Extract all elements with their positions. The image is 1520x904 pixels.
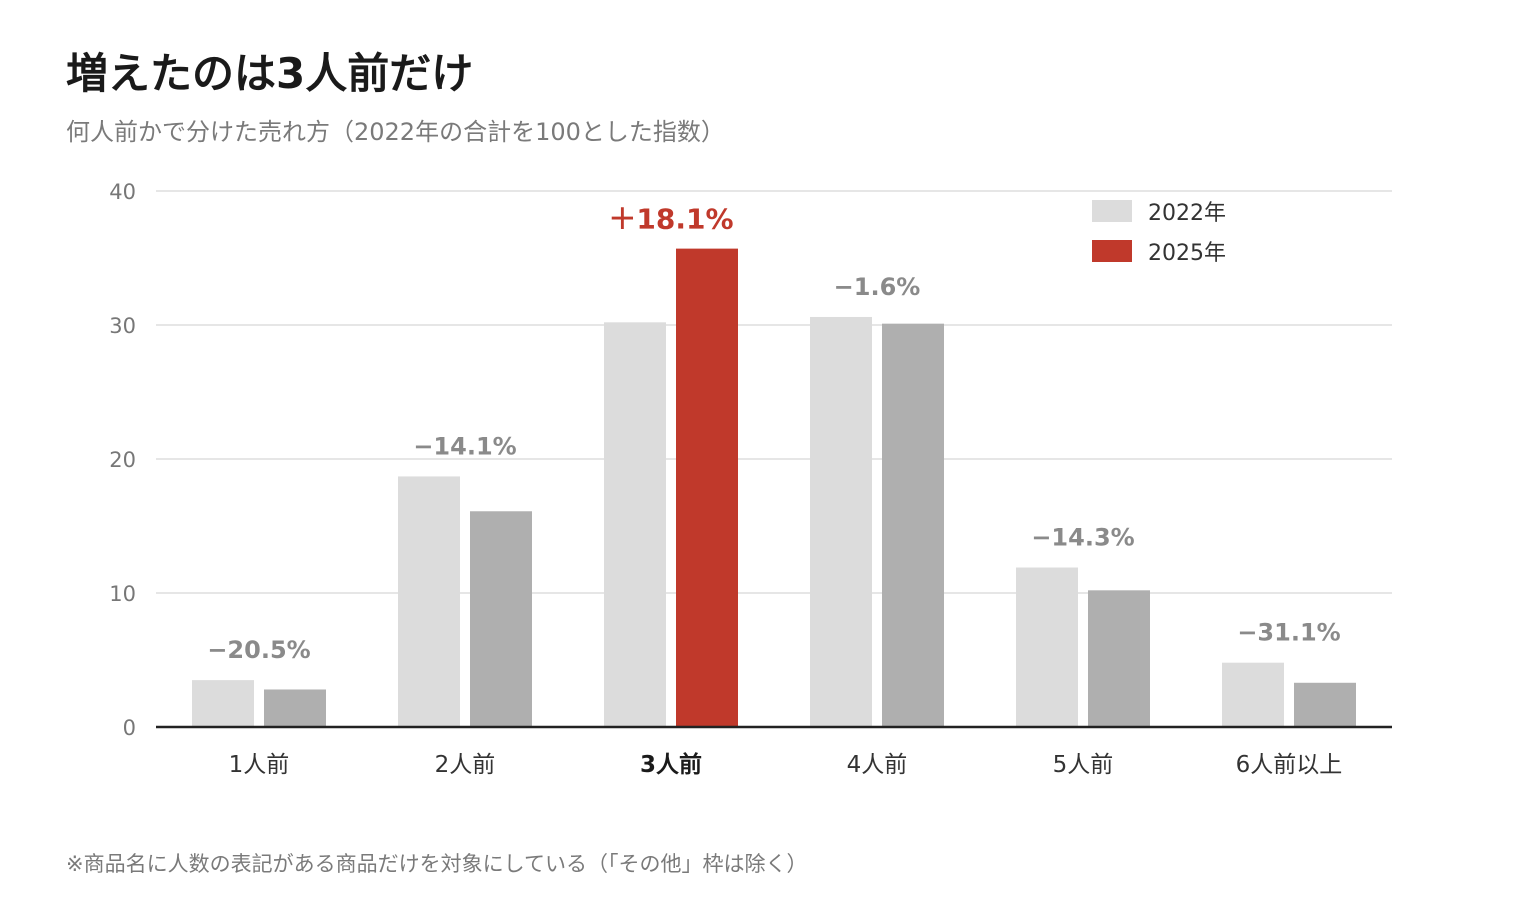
x-category-label: 6人前以上 — [1236, 752, 1343, 778]
chart-title: 増えたのは3人前だけ — [66, 49, 474, 98]
bar-2025 — [264, 689, 326, 727]
bar-2022 — [1222, 662, 1284, 727]
y-tick-label: 40 — [109, 180, 136, 204]
legend-label: 2022年 — [1148, 201, 1226, 226]
footnote: ※商品名に人数の表記がある商品だけを対象にしている（「その他」枠は除く） — [66, 852, 808, 876]
bar-2022 — [1016, 567, 1078, 727]
y-tick-label: 20 — [109, 448, 136, 472]
legend-swatch — [1092, 200, 1132, 222]
bar-2025 — [1088, 590, 1150, 727]
change-label: −31.1% — [1237, 619, 1340, 647]
bar-2022 — [192, 680, 254, 727]
change-label: −20.5% — [207, 636, 310, 664]
x-category-label: 1人前 — [229, 752, 290, 778]
y-tick-label: 0 — [123, 716, 136, 740]
bar-2025 — [882, 323, 944, 727]
bar-2022 — [604, 322, 666, 727]
y-tick-label: 10 — [109, 582, 136, 606]
change-label: −1.6% — [834, 273, 921, 301]
bar-2022 — [398, 476, 460, 727]
y-tick-label: 30 — [109, 314, 136, 338]
change-label: ＋18.1% — [608, 203, 733, 236]
bar-2025 — [676, 248, 738, 727]
change-label: −14.1% — [413, 432, 516, 460]
legend-label: 2025年 — [1148, 241, 1226, 266]
x-category-label: 5人前 — [1053, 752, 1114, 778]
x-category-label: 4人前 — [847, 752, 908, 778]
x-category-label: 3人前 — [640, 751, 702, 778]
bar-2025 — [470, 511, 532, 727]
bar-2022 — [810, 316, 872, 727]
legend-swatch — [1092, 240, 1132, 262]
chart-subtitle: 何人前かで分けた売れ方（2022年の合計を100とした指数） — [66, 118, 725, 146]
x-category-label: 2人前 — [435, 752, 496, 778]
bar-2025 — [1294, 682, 1356, 727]
change-label: −14.3% — [1031, 524, 1134, 552]
